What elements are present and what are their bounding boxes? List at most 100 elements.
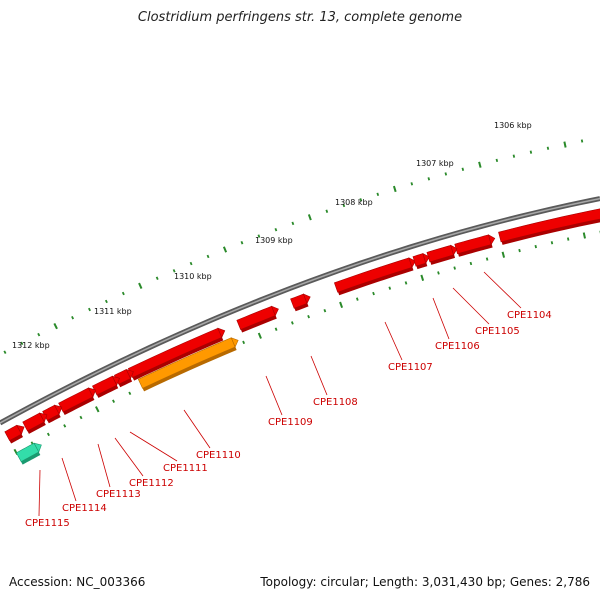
scale-tick: [121, 291, 125, 296]
gene-features: [4, 208, 600, 465]
cpe1108-feature: [290, 293, 311, 312]
cpe1110-feature: [137, 337, 239, 392]
scale-tick: [172, 269, 176, 273]
scale-tick: [325, 209, 329, 213]
label-leader-line: [452, 287, 490, 325]
cpe1104-feature: [498, 208, 600, 245]
genome-backbone: [0, 196, 600, 426]
scale-tick: [444, 172, 448, 176]
label-leader-line: [432, 297, 450, 340]
label-leader-line: [265, 375, 283, 416]
label-leader-line: [61, 457, 77, 502]
scale-tick: [372, 291, 375, 296]
backbone-highlight: [0, 197, 600, 424]
scale-tick: [563, 141, 567, 148]
feature-body: [333, 257, 413, 293]
gene-label: CPE1104: [507, 310, 552, 321]
scale-tick: [392, 185, 397, 193]
scale-tick: [71, 315, 75, 320]
scale-tick: [501, 251, 506, 258]
gene-label: CPE1115: [25, 518, 70, 529]
label-leader-line: [114, 437, 144, 477]
scale-tick: [342, 203, 346, 208]
scale-tick: [3, 350, 7, 354]
scale-tick: [420, 274, 425, 281]
feature-arrow-tip: [39, 412, 48, 423]
label-leader-line: [183, 409, 211, 449]
accession-text: Accession: NC_003366: [9, 575, 146, 589]
scale-tick: [112, 399, 116, 403]
gene-label: CPE1113: [96, 489, 141, 500]
feature-arrow-tip: [54, 404, 63, 415]
scale-tick: [257, 234, 261, 238]
unlabeled-d-feature: [15, 442, 42, 465]
cpe1115-feature: [42, 404, 63, 424]
feature-arrow-tip: [422, 252, 430, 264]
scale-tick: [189, 261, 193, 266]
gene-label: CPE1114: [62, 503, 107, 514]
genome-summary-text: Topology: circular; Length: 3,031,430 bp…: [260, 575, 590, 589]
scale-tick: [79, 415, 83, 420]
scale-tick: [20, 341, 24, 346]
gene-label-leaders: [38, 271, 522, 517]
gene-label: CPE1106: [435, 341, 480, 352]
scale-tick: [53, 322, 58, 330]
scale-tick: [63, 424, 67, 428]
scale-tick: [242, 340, 246, 345]
scale-tick: [546, 146, 550, 150]
scale-tick: [104, 299, 108, 304]
scale-tick: [388, 286, 392, 290]
scale-tick: [222, 246, 228, 253]
scale-tick: [138, 282, 143, 289]
scale-tick: [580, 139, 584, 143]
gene-label: CPE1112: [129, 478, 174, 489]
scale-tick: [291, 221, 295, 226]
scale-tick: [155, 276, 159, 280]
scale-tick: [461, 167, 465, 171]
scale-tick: [206, 254, 210, 259]
scale-tick: [534, 244, 537, 249]
scale-label: 1310 kbp: [174, 272, 212, 281]
scale-label: 1306 kbp: [494, 121, 532, 130]
scale-tick: [95, 406, 100, 413]
feature-arrow-tip: [230, 337, 239, 348]
gene-label: CPE1107: [388, 362, 433, 373]
feature-body: [498, 208, 600, 243]
scale-tick: [529, 150, 533, 154]
scale-label: 1312 kbp: [12, 341, 50, 350]
scale-tick: [355, 297, 359, 301]
cpe1107-feature: [333, 257, 416, 296]
scale-tick: [339, 301, 344, 308]
scale-tick: [46, 432, 50, 437]
feature-arrow-tip: [125, 369, 134, 380]
map-title: Clostridium perfringens str. 13, complet…: [137, 10, 463, 25]
scale-tick: [290, 321, 294, 325]
gene-label: CPE1110: [196, 450, 241, 461]
scale-tick: [128, 391, 132, 396]
scale-tick: [404, 281, 408, 285]
gene-label: CPE1111: [163, 463, 208, 474]
cpe1113-feature: [92, 375, 120, 398]
label-leader-line: [97, 443, 111, 488]
scale-tick: [88, 307, 91, 312]
scale-tick: [437, 271, 440, 275]
scale-tick: [478, 161, 482, 168]
gene-label: CPE1109: [268, 417, 313, 428]
feature-arrow-tip: [408, 257, 416, 269]
label-leader-line: [384, 321, 403, 361]
scale-tick: [512, 154, 516, 158]
scale-label: 1308 kbp: [335, 198, 373, 207]
feature-arrow-tip: [217, 327, 226, 339]
feature-arrow-tip: [33, 442, 42, 453]
feature-arrow-tip: [450, 244, 458, 256]
gene-labels: CPE1104CPE1105CPE1106CPE1107CPE1108CPE11…: [25, 310, 552, 529]
feature-arrow-tip: [302, 293, 311, 305]
gene-label: CPE1108: [313, 397, 358, 408]
unlabeled-c-feature: [4, 424, 25, 444]
scale-labels: 1306 kbp 1307 kbp 1308 kbp 1309 kbp 1310 kbp…: [12, 121, 532, 350]
gene-label: CPE1105: [475, 326, 520, 337]
feature-arrow-tip: [111, 375, 120, 386]
feature-arrow-tip: [16, 424, 25, 435]
scale-tick: [485, 257, 489, 261]
